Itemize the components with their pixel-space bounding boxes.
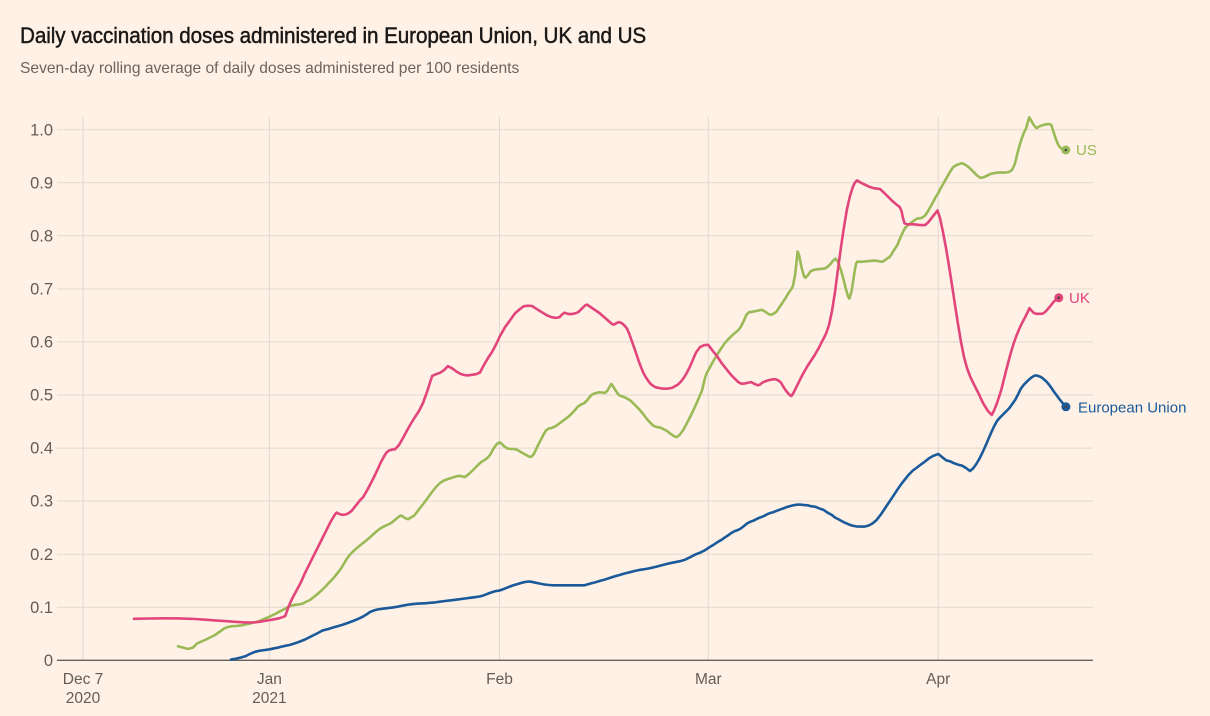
svg-text:1.0: 1.0 xyxy=(30,121,53,139)
svg-text:Mar: Mar xyxy=(695,671,722,688)
svg-text:Feb: Feb xyxy=(486,671,513,688)
svg-text:0.7: 0.7 xyxy=(30,281,53,299)
svg-text:0.2: 0.2 xyxy=(30,546,53,564)
svg-text:0.6: 0.6 xyxy=(30,334,53,352)
svg-text:2021: 2021 xyxy=(252,690,286,707)
svg-text:0.4: 0.4 xyxy=(30,440,53,458)
svg-text:0.9: 0.9 xyxy=(30,174,53,192)
svg-text:0.5: 0.5 xyxy=(30,387,53,405)
svg-text:0.3: 0.3 xyxy=(30,493,53,511)
svg-text:Apr: Apr xyxy=(926,671,950,688)
svg-text:2020: 2020 xyxy=(66,690,101,707)
svg-text:European Union: European Union xyxy=(1078,399,1186,416)
svg-text:Jan: Jan xyxy=(257,671,282,688)
svg-text:UK: UK xyxy=(1069,290,1090,307)
svg-text:US: US xyxy=(1076,142,1097,159)
svg-text:0.1: 0.1 xyxy=(30,599,53,617)
svg-text:Dec 7: Dec 7 xyxy=(63,671,104,688)
svg-text:0: 0 xyxy=(44,652,53,670)
svg-text:0.8: 0.8 xyxy=(30,227,53,245)
